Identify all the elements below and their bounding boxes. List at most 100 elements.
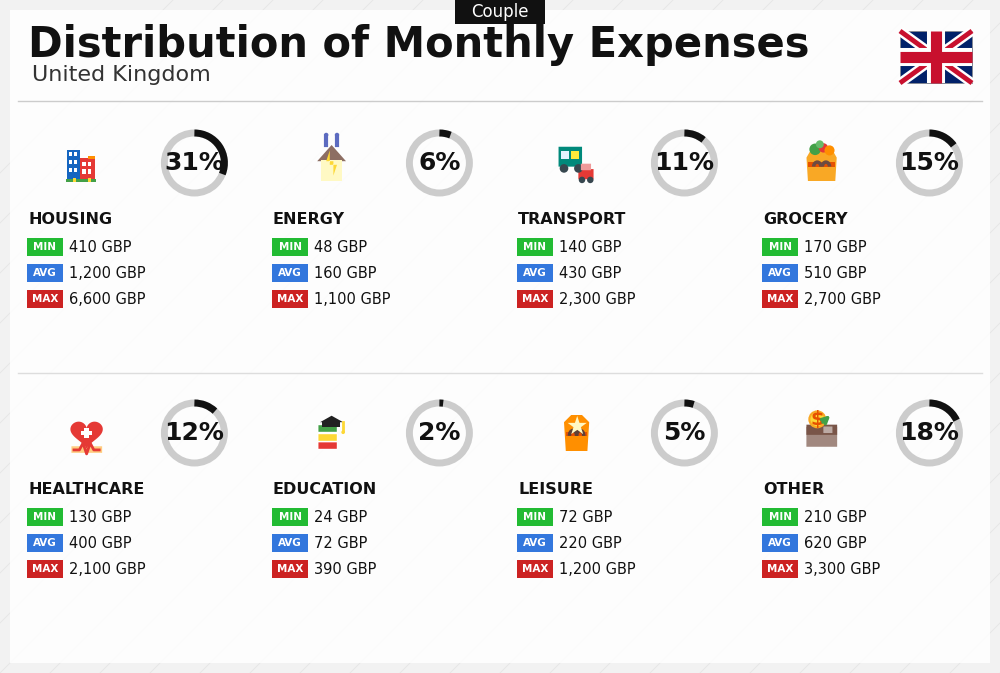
Circle shape [587,177,594,183]
Text: United Kingdom: United Kingdom [32,65,211,85]
Text: 2,300 GBP: 2,300 GBP [559,291,636,306]
Bar [88,170,91,174]
Bar [74,160,77,164]
FancyBboxPatch shape [272,534,308,552]
Bar [69,168,72,172]
Bar [88,156,95,159]
FancyBboxPatch shape [762,238,798,256]
FancyBboxPatch shape [517,534,553,552]
FancyBboxPatch shape [762,508,798,526]
Text: $: $ [810,410,824,429]
Text: 2,100 GBP: 2,100 GBP [69,561,146,577]
FancyBboxPatch shape [517,238,553,256]
FancyBboxPatch shape [455,0,545,24]
Polygon shape [326,150,337,176]
FancyBboxPatch shape [27,508,63,526]
Bar [69,160,72,164]
FancyBboxPatch shape [578,169,594,179]
Bar [73,178,76,182]
Bar [74,152,77,156]
Text: MAX: MAX [767,294,793,304]
Bar [322,422,340,427]
Text: MIN: MIN [768,242,792,252]
Text: 3,300 GBP: 3,300 GBP [804,561,880,577]
Bar [317,441,319,449]
FancyBboxPatch shape [27,290,63,308]
Text: AVG: AVG [523,538,547,548]
Bar [81,431,92,435]
FancyBboxPatch shape [517,508,553,526]
Text: 18%: 18% [899,421,959,445]
Text: AVG: AVG [523,268,547,278]
FancyBboxPatch shape [808,162,835,167]
Text: Couple: Couple [471,3,529,21]
Polygon shape [70,422,103,449]
Text: MIN: MIN [524,242,546,252]
Bar [69,152,72,156]
Bar [67,150,80,181]
Text: 15%: 15% [899,151,959,175]
Text: MAX: MAX [522,294,548,304]
Text: ★: ★ [565,415,588,439]
Bar [88,162,91,166]
Text: 72 GBP: 72 GBP [559,509,612,524]
Text: 390 GBP: 390 GBP [314,561,376,577]
Circle shape [579,177,585,183]
FancyBboxPatch shape [10,10,990,663]
FancyBboxPatch shape [71,446,102,453]
Text: HEALTHCARE: HEALTHCARE [28,481,144,497]
Text: 11%: 11% [654,151,714,175]
Text: 430 GBP: 430 GBP [559,266,621,281]
Bar [317,424,319,432]
Text: AVG: AVG [33,538,57,548]
Text: 510 GBP: 510 GBP [804,266,866,281]
Text: MAX: MAX [277,564,303,574]
Bar [88,178,91,182]
FancyBboxPatch shape [272,560,308,578]
FancyBboxPatch shape [317,441,337,449]
Text: MIN: MIN [278,512,302,522]
Text: EDUCATION: EDUCATION [273,481,377,497]
FancyBboxPatch shape [900,31,972,83]
FancyBboxPatch shape [806,425,837,435]
Text: MAX: MAX [32,564,58,574]
Bar [571,151,579,159]
Text: 6,600 GBP: 6,600 GBP [69,291,146,306]
Polygon shape [320,416,343,422]
Text: AVG: AVG [278,268,302,278]
Circle shape [816,140,824,148]
Text: 410 GBP: 410 GBP [69,240,132,254]
Circle shape [560,164,568,173]
Bar [80,157,95,181]
Text: 160 GBP: 160 GBP [314,266,376,281]
Text: 400 GBP: 400 GBP [69,536,132,551]
FancyBboxPatch shape [517,560,553,578]
FancyBboxPatch shape [581,164,591,170]
Text: 220 GBP: 220 GBP [559,536,622,551]
Text: 210 GBP: 210 GBP [804,509,867,524]
Circle shape [824,145,835,155]
FancyBboxPatch shape [762,264,798,282]
Text: 130 GBP: 130 GBP [69,509,131,524]
FancyBboxPatch shape [317,424,337,432]
Text: 1,200 GBP: 1,200 GBP [559,561,636,577]
Text: OTHER: OTHER [763,481,824,497]
Text: 12%: 12% [164,421,224,445]
FancyBboxPatch shape [566,432,587,436]
FancyBboxPatch shape [762,290,798,308]
FancyBboxPatch shape [823,427,832,433]
FancyBboxPatch shape [272,508,308,526]
Text: 5%: 5% [663,421,706,445]
FancyBboxPatch shape [762,534,798,552]
Text: 72 GBP: 72 GBP [314,536,367,551]
Text: MIN: MIN [278,242,302,252]
Text: MIN: MIN [34,512,56,522]
Text: MIN: MIN [524,512,546,522]
Bar [561,151,569,159]
FancyBboxPatch shape [806,427,837,447]
Circle shape [574,164,583,173]
Circle shape [809,411,825,427]
Text: 1,100 GBP: 1,100 GBP [314,291,390,306]
Polygon shape [806,147,837,181]
Text: 2%: 2% [418,421,461,445]
